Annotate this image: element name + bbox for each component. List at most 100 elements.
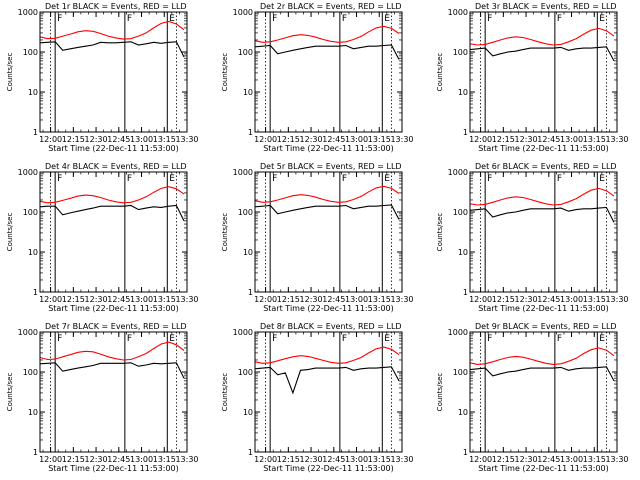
- x-tick-label: 13:30: [390, 455, 413, 464]
- lld-series-line: [469, 187, 615, 206]
- events-series-line: [469, 46, 615, 62]
- y-tick-label: 1: [33, 448, 38, 457]
- marker-label: E: [169, 14, 175, 24]
- y-axis-label: Counts/sec: [6, 213, 14, 252]
- marker-label: E: [384, 174, 390, 184]
- panel-title: Det 6r BLACK = Events, RED = LLD: [475, 162, 617, 171]
- marker-label: F: [487, 14, 492, 24]
- marker-label: F: [57, 14, 62, 24]
- marker-label: F: [557, 174, 562, 184]
- y-tick-label: 1000: [233, 168, 253, 177]
- x-tick-label: 12:00: [254, 295, 277, 304]
- x-tick-label: 12:00: [469, 295, 492, 304]
- panel-title: Det 1r BLACK = Events, RED = LLD: [45, 2, 187, 11]
- x-tick-label: 12:30: [85, 135, 108, 144]
- x-tick-label: 13:00: [130, 295, 153, 304]
- y-tick-label: 100: [238, 368, 253, 377]
- marker-label: E: [169, 334, 175, 344]
- marker-label: F: [272, 334, 277, 344]
- plot-frame: [469, 171, 618, 293]
- x-tick-label: 13:00: [345, 455, 368, 464]
- y-tick-label: 1: [248, 128, 253, 137]
- x-tick-label: 13:15: [368, 295, 391, 304]
- x-tick-label: 12:15: [62, 135, 85, 144]
- marker-label: E: [599, 334, 605, 344]
- marker-label: E: [384, 334, 390, 344]
- y-tick-label: 1: [33, 128, 38, 137]
- x-tick-label: 13:30: [605, 295, 628, 304]
- x-tick-label: 13:15: [583, 295, 606, 304]
- marker-label: F: [57, 334, 62, 344]
- y-tick-label: 1: [248, 288, 253, 297]
- x-tick-label: 12:45: [107, 135, 130, 144]
- marker-label: E: [599, 14, 605, 24]
- x-tick-label: 12:30: [515, 455, 538, 464]
- panel-title: Det 9r BLACK = Events, RED = LLD: [475, 322, 617, 331]
- x-tick-label: 12:00: [469, 135, 492, 144]
- x-tick-label: 12:30: [85, 295, 108, 304]
- panel-det-1: Det 1r BLACK = Events, RED = LLD Counts/s…: [6, 2, 199, 153]
- x-tick-label: 13:30: [605, 135, 628, 144]
- y-tick-label: 1: [463, 448, 468, 457]
- x-tick-label: 13:15: [583, 455, 606, 464]
- plot-frame: [39, 331, 188, 453]
- y-tick-label: 1000: [233, 328, 253, 337]
- y-tick-label: 1000: [448, 328, 468, 337]
- x-tick-label: 13:15: [153, 295, 176, 304]
- x-tick-label: 12:45: [322, 295, 345, 304]
- y-tick-label: 100: [453, 368, 468, 377]
- y-tick-label: 1000: [18, 328, 38, 337]
- x-tick-label: 13:00: [345, 135, 368, 144]
- y-tick-label: 1000: [448, 168, 468, 177]
- lld-series-line: [469, 27, 615, 46]
- y-tick-label: 10: [243, 88, 253, 97]
- x-tick-label: 13:30: [175, 135, 198, 144]
- x-axis-label: Start Time (22-Dec-11 11:53:00): [478, 464, 609, 473]
- y-tick-label: 100: [23, 368, 38, 377]
- x-axis-label: Start Time (22-Dec-11 11:53:00): [263, 304, 394, 313]
- events-series-line: [254, 204, 400, 220]
- x-tick-label: 13:15: [153, 135, 176, 144]
- x-tick-label: 12:30: [300, 135, 323, 144]
- y-axis-label: Counts/sec: [6, 53, 14, 92]
- y-tick-label: 1000: [448, 8, 468, 17]
- marker-label: F: [557, 334, 562, 344]
- x-tick-label: 12:15: [62, 455, 85, 464]
- marker-label: E: [169, 174, 175, 184]
- x-tick-label: 12:30: [300, 455, 323, 464]
- x-tick-label: 12:00: [39, 455, 62, 464]
- plot-frame: [469, 11, 618, 133]
- y-tick-label: 10: [28, 408, 38, 417]
- x-tick-label: 12:00: [254, 455, 277, 464]
- y-axis-label: Counts/sec: [436, 53, 444, 92]
- panel-det-6: Det 6r BLACK = Events, RED = LLD Counts/s…: [436, 162, 629, 313]
- y-tick-label: 1: [248, 448, 253, 457]
- x-tick-label: 13:30: [175, 295, 198, 304]
- panel-det-3: Det 3r BLACK = Events, RED = LLD Counts/s…: [436, 2, 629, 153]
- plot-frame: [254, 171, 403, 293]
- marker-label: F: [127, 14, 132, 24]
- lld-series-line: [254, 185, 400, 203]
- panel-title: Det 8r BLACK = Events, RED = LLD: [260, 322, 402, 331]
- marker-label: F: [272, 174, 277, 184]
- events-series-line: [39, 204, 185, 222]
- x-axis-label: Start Time (22-Dec-11 11:53:00): [48, 304, 179, 313]
- y-tick-label: 100: [23, 208, 38, 217]
- y-tick-label: 10: [458, 248, 468, 257]
- events-series-line: [254, 44, 400, 60]
- x-tick-label: 12:15: [492, 455, 515, 464]
- y-tick-label: 10: [458, 88, 468, 97]
- x-tick-label: 12:00: [469, 455, 492, 464]
- panel-title: Det 5r BLACK = Events, RED = LLD: [260, 162, 402, 171]
- y-tick-label: 1: [463, 288, 468, 297]
- x-tick-label: 12:00: [254, 135, 277, 144]
- marker-label: F: [57, 174, 62, 184]
- marker-label: F: [127, 334, 132, 344]
- x-tick-label: 12:15: [277, 135, 300, 144]
- x-tick-label: 13:00: [560, 295, 583, 304]
- lld-series-line: [39, 341, 185, 361]
- panel-det-8: Det 8r BLACK = Events, RED = LLD Counts/s…: [221, 322, 414, 473]
- y-tick-label: 100: [453, 48, 468, 57]
- x-tick-label: 12:45: [537, 295, 560, 304]
